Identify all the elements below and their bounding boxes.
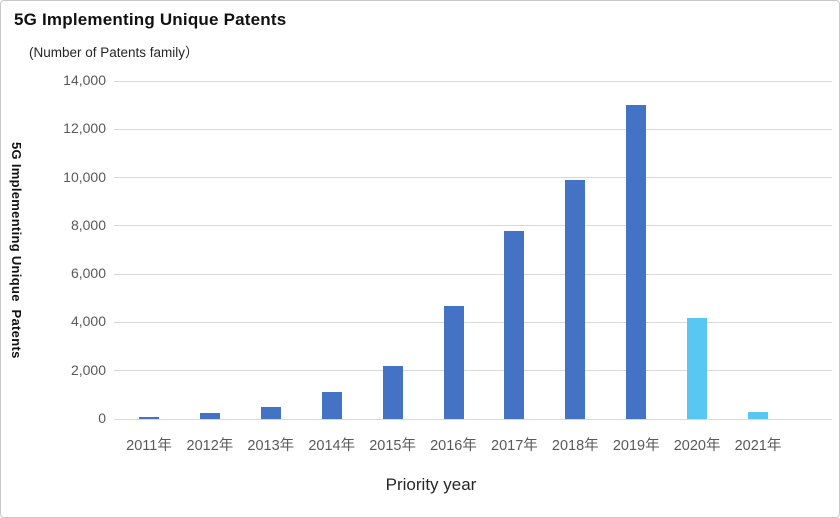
bar-2011年 (139, 416, 159, 419)
bar-2012年 (199, 412, 220, 419)
x-tick-label-2014年: 2014年 (308, 438, 356, 454)
y-axis-title: 5G Implementing Unique Patents (9, 141, 24, 359)
y-tick-label-2000: 2,000 (70, 361, 106, 378)
bar-2018年 (565, 180, 586, 419)
gridline-2000 (114, 370, 832, 372)
gridline-8000 (114, 225, 832, 227)
gridline-6000 (114, 273, 832, 275)
x-tick-label-2012年: 2012年 (186, 438, 234, 454)
x-tick-label-2015年: 2015年 (369, 438, 416, 454)
bar-2016年 (443, 305, 464, 419)
chart-title: 5G Implementing Unique Patents (14, 10, 287, 29)
x-tick-label-2011年: 2011年 (126, 438, 172, 454)
x-tick-label-2013年: 2013年 (247, 438, 295, 454)
y-tick-label-0: 0 (98, 410, 106, 426)
gridline-14000 (114, 80, 832, 82)
gridline-10000 (114, 177, 832, 179)
gridline-0 (114, 418, 832, 420)
chart-subtitle: (Number of Patents family） (29, 45, 199, 60)
bar-2015年 (382, 365, 403, 419)
y-tick-label-14000: 14,000 (63, 72, 106, 88)
y-tick-label-10000: 10,000 (63, 168, 106, 185)
gridline-12000 (114, 128, 832, 130)
x-tick-label-2019年: 2019年 (612, 438, 660, 454)
y-tick-label-6000: 6,000 (70, 265, 106, 282)
x-tick-label-2020年: 2020年 (673, 438, 721, 454)
bar-2021年 (748, 411, 768, 419)
x-tick-label-2017年: 2017年 (491, 438, 538, 454)
y-tick-label-4000: 4,000 (70, 313, 106, 330)
plot-area (114, 80, 832, 420)
x-tick-label-2018年: 2018年 (551, 438, 599, 454)
x-tick-label-2016年: 2016年 (430, 438, 477, 454)
x-axis-title: Priority year (385, 475, 477, 494)
y-tick-label-8000: 8,000 (70, 216, 106, 233)
bar-2020年 (687, 317, 708, 419)
x-tick-label-2021年: 2021年 (734, 438, 782, 454)
bar-2014年 (321, 392, 342, 419)
bar-2013年 (260, 406, 281, 419)
bar-2017年 (504, 230, 525, 419)
bar-2019年 (626, 105, 647, 419)
gridline-4000 (114, 321, 832, 323)
y-tick-label-12000: 12,000 (63, 120, 106, 137)
